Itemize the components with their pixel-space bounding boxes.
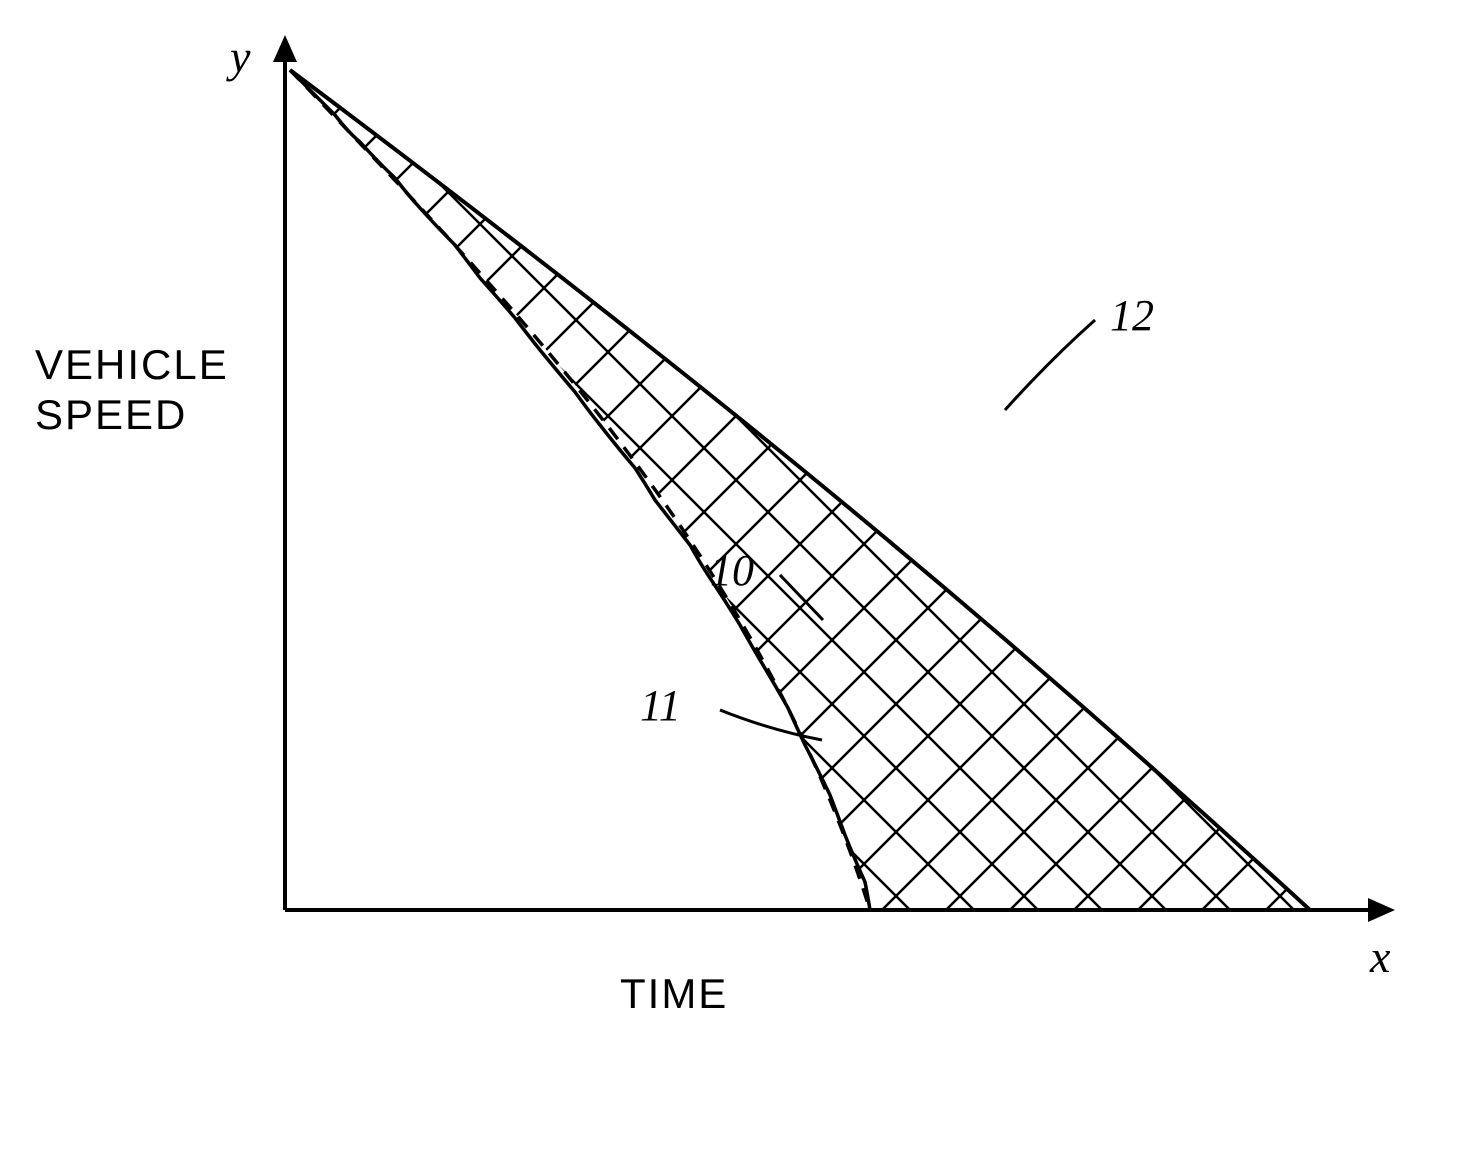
hatched-region xyxy=(290,70,1310,910)
y-axis-label-line1: VEHICLE xyxy=(35,341,229,388)
y-axis-letter: y xyxy=(230,30,250,83)
x-axis-letter: x xyxy=(1370,930,1390,983)
y-axis-arrow xyxy=(273,35,297,62)
x-axis-arrow xyxy=(1368,898,1395,922)
callout-label-10: 10 xyxy=(710,545,754,596)
speed-time-chart: VEHICLE SPEED TIME y x 12 10 11 xyxy=(0,0,1462,1158)
callout-label-12: 12 xyxy=(1110,290,1154,341)
x-axis-label: TIME xyxy=(620,970,728,1018)
y-axis-label: VEHICLE SPEED xyxy=(35,340,229,441)
callout-leader-12 xyxy=(1005,320,1095,410)
callout-label-11: 11 xyxy=(640,680,681,731)
y-axis-label-line2: SPEED xyxy=(35,391,187,438)
